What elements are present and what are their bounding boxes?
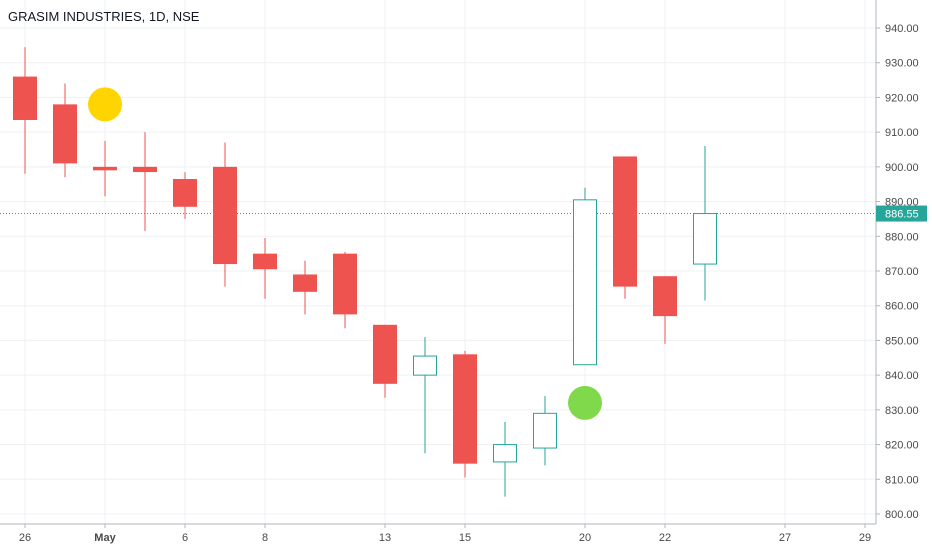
candle-body bbox=[413, 355, 437, 376]
x-tick-label: 13 bbox=[379, 532, 391, 544]
y-tick-label: 810.00 bbox=[885, 474, 919, 486]
y-tick-label: 920.00 bbox=[885, 92, 919, 104]
y-tick-label: 900.00 bbox=[885, 162, 919, 174]
candle-up[interactable] bbox=[693, 146, 717, 301]
last-price-tag bbox=[876, 205, 927, 222]
y-tick-label: 830.00 bbox=[885, 405, 919, 417]
y-tick-label: 930.00 bbox=[885, 58, 919, 70]
candle-down[interactable] bbox=[53, 83, 77, 178]
candle-body bbox=[293, 274, 317, 292]
candle-body bbox=[533, 412, 557, 449]
x-tick-label: May bbox=[94, 532, 116, 544]
candle-down[interactable] bbox=[613, 156, 637, 299]
y-tick-label: 850.00 bbox=[885, 335, 919, 347]
x-tick-label: 29 bbox=[859, 532, 871, 544]
y-tick-label: 800.00 bbox=[885, 509, 919, 521]
candle-down[interactable] bbox=[13, 47, 37, 174]
x-tick-label: 8 bbox=[262, 532, 268, 544]
y-tick-label: 860.00 bbox=[885, 301, 919, 313]
candle-down[interactable] bbox=[133, 132, 157, 232]
candle-body bbox=[493, 444, 517, 463]
candle-body bbox=[93, 166, 117, 171]
candle-up[interactable] bbox=[533, 395, 557, 466]
x-tick-label: 27 bbox=[779, 532, 791, 544]
chart-title: GRASIM INDUSTRIES, 1D, NSE bbox=[8, 9, 200, 24]
candle-down[interactable] bbox=[293, 260, 317, 315]
candle-down[interactable] bbox=[333, 251, 357, 329]
candle-body bbox=[453, 354, 477, 464]
x-tick-label: 20 bbox=[579, 532, 591, 544]
candle-body bbox=[133, 166, 157, 173]
candle-body bbox=[333, 253, 357, 315]
y-tick-label: 910.00 bbox=[885, 127, 919, 139]
candle-body bbox=[613, 156, 637, 287]
candle-down[interactable] bbox=[213, 142, 237, 287]
candle-up[interactable] bbox=[413, 336, 437, 454]
candle-body bbox=[173, 179, 197, 207]
y-tick-label: 940.00 bbox=[885, 23, 919, 35]
candle-down[interactable] bbox=[93, 140, 117, 197]
x-tick-label: 26 bbox=[19, 532, 31, 544]
candle-down[interactable] bbox=[253, 238, 277, 299]
candle-body bbox=[653, 276, 677, 317]
last-price-label: 886.55 bbox=[885, 209, 919, 221]
candle-down[interactable] bbox=[373, 324, 397, 398]
candle-down[interactable] bbox=[173, 172, 197, 219]
y-tick-label: 880.00 bbox=[885, 231, 919, 243]
markers bbox=[88, 87, 602, 420]
x-tick-label: 15 bbox=[459, 532, 471, 544]
candle-body bbox=[253, 253, 277, 270]
candles bbox=[13, 47, 717, 497]
y-tick-label: 840.00 bbox=[885, 370, 919, 382]
candle-up[interactable] bbox=[493, 422, 517, 497]
candle-up[interactable] bbox=[573, 187, 597, 366]
yellow-circle-marker bbox=[88, 87, 122, 122]
green-circle-marker bbox=[568, 385, 602, 420]
candle-down[interactable] bbox=[653, 276, 677, 344]
candle-body bbox=[573, 199, 597, 366]
candle-down[interactable] bbox=[453, 350, 477, 478]
x-tick-label: 22 bbox=[659, 532, 671, 544]
candle-body bbox=[373, 324, 397, 384]
candle-body bbox=[53, 104, 77, 164]
x-tick-label: 6 bbox=[182, 532, 188, 544]
candle-body bbox=[13, 76, 37, 120]
y-tick-label: 820.00 bbox=[885, 440, 919, 452]
candle-body bbox=[693, 213, 717, 265]
y-tick-label: 870.00 bbox=[885, 266, 919, 278]
candle-body bbox=[213, 166, 237, 265]
